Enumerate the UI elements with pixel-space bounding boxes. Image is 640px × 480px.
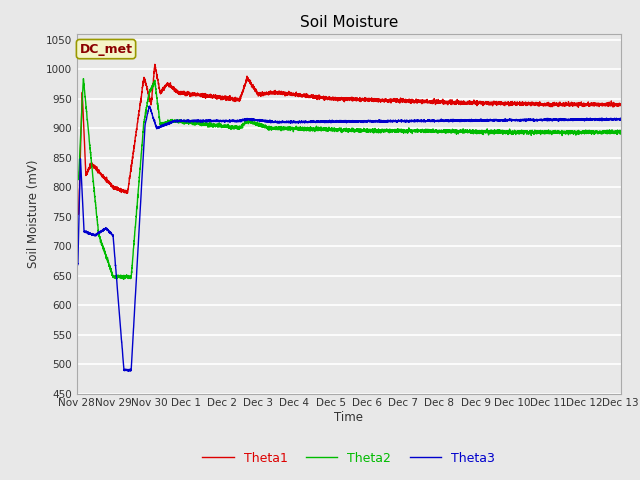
Theta2 [73, 175, 81, 180]
Theta3 [281, 120, 289, 125]
X-axis label: Time: Time [334, 411, 364, 424]
Theta3 [617, 117, 625, 122]
Theta3 [399, 118, 407, 124]
Theta1 [520, 101, 528, 107]
Line: Theta2: Theta2 [77, 79, 621, 279]
Theta3 [427, 118, 435, 124]
Theta3 [479, 118, 487, 123]
Theta3 [520, 117, 528, 123]
Theta2 [79, 76, 87, 82]
Theta3 [145, 103, 153, 109]
Theta2 [617, 129, 625, 135]
Theta2 [479, 129, 487, 134]
Theta3 [125, 369, 132, 374]
Line: Theta1: Theta1 [77, 64, 621, 215]
Theta2 [281, 125, 289, 131]
Theta2 [427, 127, 435, 132]
Theta1 [73, 210, 81, 216]
Text: DC_met: DC_met [79, 43, 132, 56]
Theta1 [479, 103, 487, 108]
Theta3 [172, 118, 180, 123]
Legend: Theta1, Theta2, Theta3: Theta1, Theta2, Theta3 [197, 447, 500, 469]
Theta3 [73, 261, 81, 267]
Theta2 [399, 127, 407, 132]
Theta2 [520, 129, 528, 135]
Y-axis label: Soil Moisture (mV): Soil Moisture (mV) [27, 159, 40, 268]
Line: Theta3: Theta3 [77, 106, 621, 372]
Theta1 [399, 97, 407, 103]
Title: Soil Moisture: Soil Moisture [300, 15, 398, 30]
Theta1 [281, 91, 289, 97]
Theta2 [172, 118, 180, 123]
Theta1 [172, 89, 180, 95]
Theta1 [151, 61, 159, 67]
Theta1 [617, 101, 625, 107]
Theta1 [74, 212, 81, 217]
Theta2 [120, 276, 127, 282]
Theta1 [427, 98, 435, 104]
